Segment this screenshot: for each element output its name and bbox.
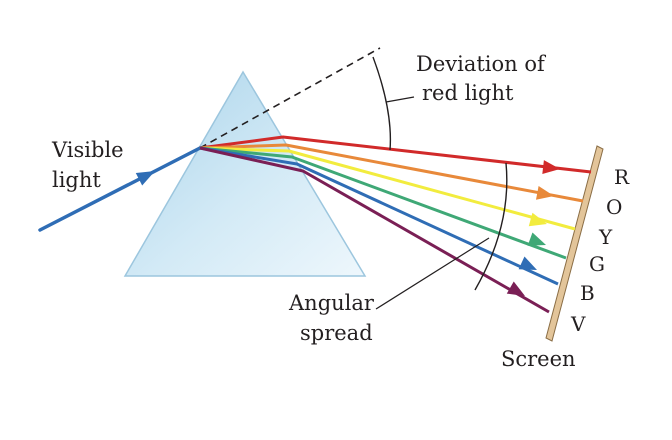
ray-y-arrowhead xyxy=(528,212,547,227)
ray-o xyxy=(199,143,584,203)
angular-spread-arc xyxy=(474,162,508,291)
deviation-label: Deviation of red light xyxy=(416,52,551,105)
visible-light-line-2: light xyxy=(52,168,101,192)
dispersed-rays xyxy=(199,135,592,314)
ray-b-arrowhead xyxy=(518,256,537,270)
undeviated-dashed-line xyxy=(199,47,381,149)
spectrum-letter-o: O xyxy=(606,195,622,219)
screen xyxy=(545,145,604,342)
deviation-line-1: Deviation of xyxy=(416,52,547,76)
spectrum-letter-y: Y xyxy=(598,225,613,249)
angular-spread-line-2: spread xyxy=(300,321,373,345)
ray-r-arrowhead xyxy=(542,160,560,175)
ray-y xyxy=(199,146,576,231)
ray-v-arrowhead xyxy=(506,281,525,296)
angular-spread-leader-line xyxy=(375,237,490,310)
angular-spread-line-1: Angular xyxy=(288,291,375,315)
incident-ray-arrowhead xyxy=(135,171,155,186)
visible-light-line-1: Visible xyxy=(51,138,124,162)
ray-g xyxy=(199,146,567,260)
ray-v xyxy=(199,146,550,314)
ray-g-arrowhead xyxy=(527,232,546,246)
spectrum-letter-g: G xyxy=(589,252,605,276)
spectrum-letter-b: B xyxy=(580,281,595,305)
ray-b xyxy=(199,146,559,286)
deviation-angle-arc xyxy=(372,56,392,151)
screen-label: Screen xyxy=(501,347,576,371)
ray-o-arrowhead xyxy=(535,185,554,200)
incident-ray xyxy=(38,146,202,232)
prism xyxy=(123,70,367,277)
deviation-leader-line xyxy=(385,96,415,103)
spectrum-letter-r: R xyxy=(614,165,630,189)
visible-light-label: Visible light xyxy=(51,138,130,192)
spectrum-letter-v: V xyxy=(570,312,586,336)
angular-spread-label: Angular spread xyxy=(288,291,381,345)
ray-r xyxy=(199,135,592,174)
deviation-line-2: red light xyxy=(422,81,514,105)
